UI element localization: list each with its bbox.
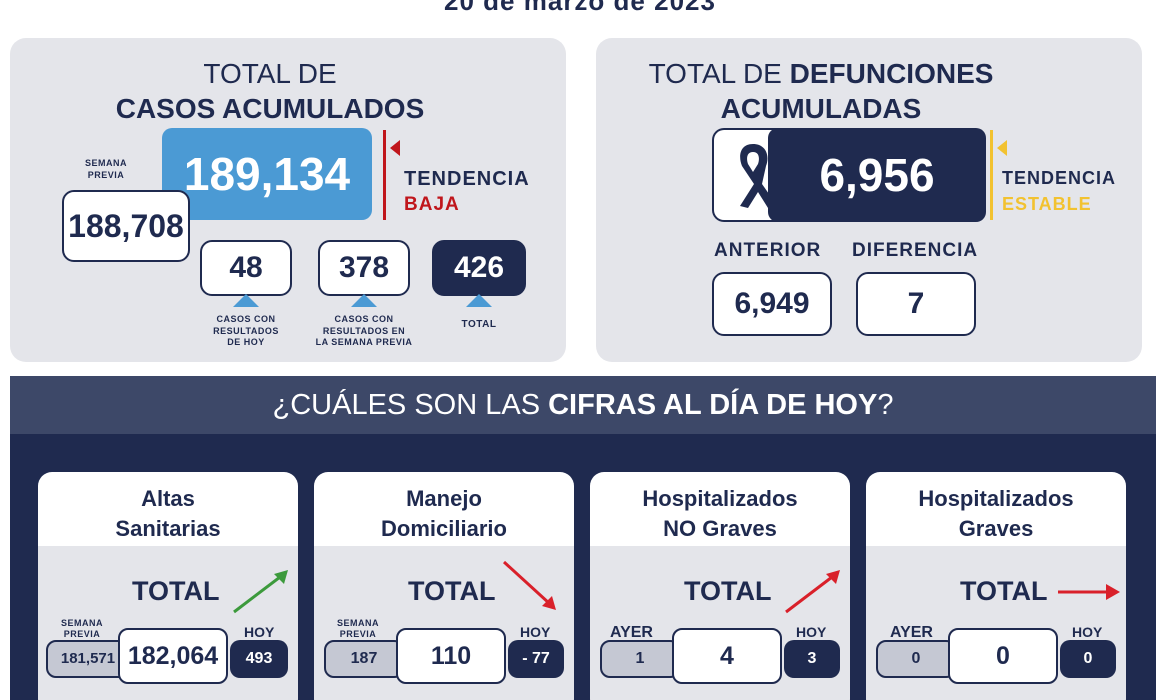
ribbon-icon: [740, 144, 776, 208]
arrow-right-icon: [1058, 584, 1120, 600]
deaths-previous-value: 6,949: [712, 272, 832, 336]
today-section: ¿CUÁLES SON LAS CIFRAS AL DÍA DE HOY? Al…: [10, 376, 1156, 700]
card-today-value: 493: [230, 640, 288, 678]
deaths-trend-flag-icon: [997, 140, 1007, 156]
card-total-label: TOTAL: [132, 576, 220, 606]
card-altas-sanitarias: Altas Sanitarias TOTAL SEMANA PREVIA HOY…: [38, 472, 298, 700]
cases-title-line2: CASOS ACUMULADOS: [115, 93, 425, 124]
card-prev-value: 1: [600, 640, 680, 678]
deaths-previous-label: ANTERIOR: [714, 240, 822, 261]
deaths-trend-label: TENDENCIA: [1002, 168, 1117, 188]
deaths-diff-label: DIFERENCIA: [852, 240, 979, 261]
card-today-label: HOY: [520, 624, 551, 640]
card-manejo-domiciliario: Manejo Domiciliario TOTAL SEMANA PREVIA …: [314, 472, 574, 700]
card-prev-value: 0: [876, 640, 956, 678]
card-main-value: 182,064: [118, 628, 228, 684]
cases-week-caption: CASOS CON RESULTADOS EN LA SEMANA PREVIA: [315, 314, 413, 348]
cases-title-line1: TOTAL DE: [203, 58, 337, 89]
card-total-label: TOTAL: [684, 576, 772, 606]
cases-today-pointer-icon: [233, 294, 259, 307]
card-today-label: HOY: [1072, 624, 1103, 640]
cases-trend-flag-icon: [390, 140, 400, 156]
card-main-value: 4: [672, 628, 782, 684]
deaths-title: TOTAL DE DEFUNCIONES ACUMULADAS: [596, 56, 1046, 126]
card-title: Hospitalizados NO Graves: [642, 486, 798, 541]
card-prev-label: AYER: [610, 624, 653, 641]
card-prev-value: 187: [324, 640, 404, 678]
card-today-value: 3: [784, 640, 840, 678]
card-total-label: TOTAL: [960, 576, 1048, 606]
cases-panel: TOTAL DE CASOS ACUMULADOS SEMANA PREVIA …: [10, 38, 566, 362]
arrow-up-right-icon: [785, 570, 840, 614]
cases-week-value: 378: [318, 240, 410, 296]
deaths-title-line2: ACUMULADAS: [720, 93, 922, 124]
cases-sum-caption: TOTAL: [461, 319, 497, 330]
cases-prev-week-value: 188,708: [62, 190, 190, 262]
card-prev-label: AYER: [890, 624, 933, 641]
cases-today-value: 48: [200, 240, 292, 296]
card-prev-label: SEMANA PREVIA: [336, 618, 379, 639]
card-today-label: HOY: [244, 624, 275, 640]
card-title: Hospitalizados Graves: [918, 486, 1074, 541]
card-title: Manejo Domiciliario: [381, 486, 507, 541]
deaths-title-line1-bold: DEFUNCIONES: [789, 58, 994, 89]
cases-week-pointer-icon: [351, 294, 377, 307]
card-today-label: HOY: [796, 624, 827, 640]
card-hospitalizados-graves: Hospitalizados Graves TOTAL AYER HOY 0 0…: [866, 472, 1126, 700]
cases-today-caption: CASOS CON RESULTADOS DE HOY: [213, 314, 279, 348]
card-title: Altas Sanitarias: [115, 486, 221, 541]
cases-total: 189,134: [162, 128, 372, 220]
deaths-panel: TOTAL DE DEFUNCIONES ACUMULADAS 6,956 TE…: [596, 38, 1142, 362]
deaths-diff-value: 7: [856, 272, 976, 336]
card-today-value: 0: [1060, 640, 1116, 678]
cases-trend-label: TENDENCIA: [404, 168, 530, 190]
deaths-trend-bar: [990, 130, 993, 220]
page-date: 20 de marzo de 2023: [444, 0, 716, 16]
card-hospitalizados-no-graves: Hospitalizados NO Graves TOTAL AYER HOY …: [590, 472, 850, 700]
arrow-down-right-icon: [502, 560, 556, 610]
card-main-value: 0: [948, 628, 1058, 684]
cases-prev-week-label: SEMANA PREVIA: [84, 158, 127, 180]
card-total-label: TOTAL: [408, 576, 496, 606]
deaths-title-line1-normal: TOTAL DE: [648, 58, 790, 89]
cases-sum-pointer-icon: [466, 294, 492, 307]
arrow-up-right-icon: [233, 570, 288, 614]
deaths-trend-value: ESTABLE: [1002, 194, 1092, 214]
cases-trend-value: BAJA: [404, 194, 460, 215]
card-main-value: 110: [396, 628, 506, 684]
cases-title: TOTAL DE CASOS ACUMULADOS: [10, 56, 530, 126]
card-today-value: - 77: [508, 640, 564, 678]
card-prev-label: SEMANA PREVIA: [60, 618, 103, 639]
today-header: ¿CUÁLES SON LAS CIFRAS AL DÍA DE HOY?: [10, 376, 1156, 434]
cases-trend-bar: [383, 130, 386, 220]
card-prev-value: 181,571: [46, 640, 130, 678]
deaths-total: 6,956: [768, 128, 986, 222]
cases-sum-value: 426: [432, 240, 526, 296]
